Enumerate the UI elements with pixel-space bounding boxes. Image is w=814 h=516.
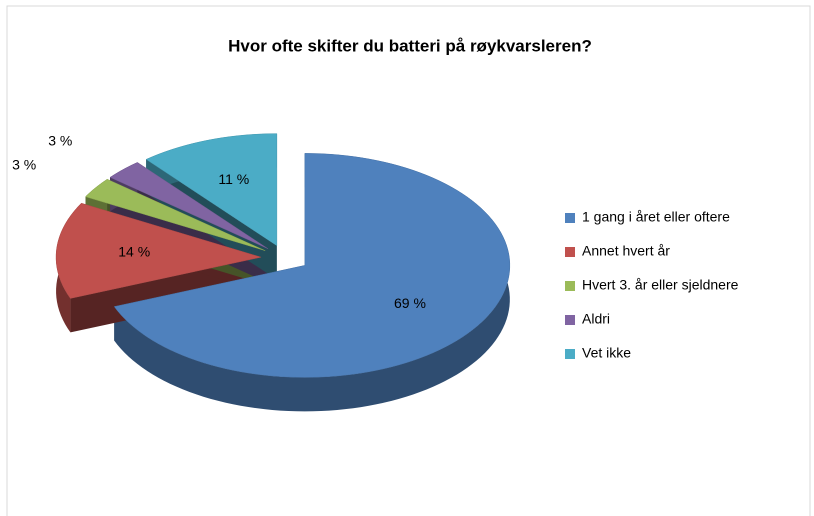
chart-border — [6, 5, 811, 516]
pie-tops — [55, 133, 511, 378]
slice — [55, 202, 262, 299]
legend-swatch — [565, 247, 575, 257]
chart-title: Hvor ofte skifter du batteri på røykvars… — [228, 36, 592, 55]
data-label: 3 % — [12, 156, 36, 172]
legend-label: Vet ikke — [582, 345, 631, 361]
legend-label: 1 gang i året eller oftere — [582, 209, 730, 225]
slice — [109, 162, 269, 249]
slice — [145, 133, 278, 247]
legend-swatch — [565, 281, 575, 291]
data-label: 11 % — [218, 171, 249, 187]
data-label: 69 % — [394, 295, 426, 311]
legend-swatch — [565, 315, 575, 325]
legend-swatch — [565, 349, 575, 359]
legend: 1 gang i året eller oftere Annet hvert år… — [565, 209, 739, 361]
data-label: 14 % — [118, 244, 150, 260]
data-labels: 69 % 14 % 3 % 3 % 11 % — [12, 133, 426, 312]
legend-swatch — [565, 213, 575, 223]
legend-label: Aldri — [582, 311, 610, 327]
slice — [113, 153, 511, 378]
slice — [85, 178, 266, 251]
data-label: 3 % — [48, 133, 72, 149]
legend-label: Annet hvert år — [582, 243, 670, 259]
legend-label: Hvert 3. år eller sjeldnere — [582, 277, 739, 293]
